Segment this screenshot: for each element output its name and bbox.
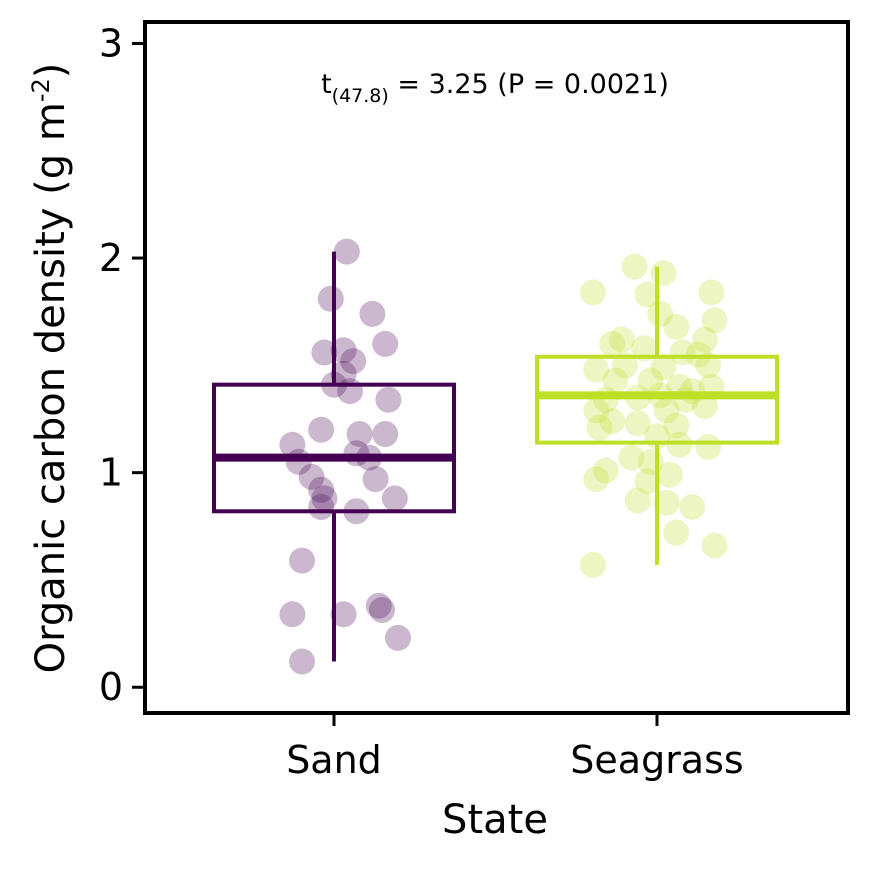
sand-data-point <box>365 592 392 619</box>
sand-data-point <box>337 378 363 405</box>
seagrass-data-point <box>637 367 664 394</box>
sand-boxplot <box>212 251 456 662</box>
data-points <box>279 238 728 675</box>
seagrass-data-point <box>666 431 693 458</box>
seagrass-data-point <box>634 468 661 495</box>
seagrass-data-point <box>634 281 661 308</box>
seagrass-data-point <box>663 519 690 546</box>
sand-data-point <box>369 597 395 623</box>
seagrass-data-point <box>583 466 610 493</box>
stat-degrees-of-freedom: (47.8) <box>332 85 389 107</box>
y-axis-title-superscript: -2 <box>27 78 55 102</box>
sand-data-point <box>359 300 386 327</box>
seagrass-data-point <box>592 457 619 484</box>
sand-data-point <box>317 285 344 312</box>
y-tick-label: 3 <box>99 21 123 65</box>
seagrass-data-point <box>599 330 626 357</box>
seagrass-data-point <box>624 487 651 514</box>
sand-data-point <box>279 431 306 458</box>
seagrass-data-point <box>580 279 606 306</box>
sand-data-point <box>289 547 315 574</box>
seagrass-data-point <box>698 279 725 306</box>
sand-data-point <box>372 330 399 357</box>
sand-data-point <box>330 337 357 364</box>
y-tick-label: 0 <box>99 665 123 709</box>
seagrass-data-point <box>679 494 706 520</box>
seagrass-data-point <box>583 397 610 424</box>
sand-data-point <box>308 416 335 443</box>
x-tick-label: Sand <box>286 738 382 782</box>
sand-data-point <box>330 360 357 387</box>
seagrass-data-point <box>663 313 690 340</box>
sand-data-point <box>308 476 335 503</box>
sand-data-point <box>381 485 408 512</box>
seagrass-data-point <box>692 326 718 353</box>
seagrass-data-point <box>663 412 690 439</box>
y-axis-title-main: Organic carbon density (g m <box>28 102 74 673</box>
sand-data-point <box>298 463 325 490</box>
sand-data-point <box>340 348 367 375</box>
seagrass-data-point <box>701 307 728 334</box>
seagrass-data-point <box>695 433 722 460</box>
sand-data-point <box>362 466 389 493</box>
seagrass-data-point <box>650 354 677 381</box>
y-tick-label: 1 <box>99 451 123 495</box>
seagrass-data-point <box>580 551 606 578</box>
seagrass-boxplot <box>535 266 779 565</box>
seagrass-data-point <box>695 352 722 379</box>
x-axis: Sand Seagrass <box>286 713 744 782</box>
seagrass-data-point <box>621 253 648 280</box>
seagrass-data-point <box>656 461 683 488</box>
stat-test-result: = 3.25 (P = 0.0021) <box>389 69 669 100</box>
sand-data-point <box>330 601 357 628</box>
y-axis-title-close: ) <box>28 63 74 79</box>
seagrass-data-point <box>653 489 680 516</box>
sand-data-point <box>372 421 399 447</box>
seagrass-data-point <box>685 341 712 368</box>
x-axis-title: State <box>442 797 548 843</box>
sand-data-point <box>279 601 306 628</box>
sand-data-point <box>333 238 360 265</box>
seagrass-data-point <box>608 326 635 353</box>
stat-t-symbol: t <box>321 69 332 100</box>
sand-data-point <box>311 485 338 512</box>
seagrass-data-point <box>618 444 645 471</box>
sand-data-point <box>385 624 411 651</box>
seagrass-data-point <box>612 352 638 379</box>
sand-box <box>212 382 456 514</box>
seagrass-data-point <box>701 532 728 559</box>
seagrass-data-point <box>631 335 658 362</box>
plot-panel-border <box>143 20 850 715</box>
seagrass-data-point <box>692 393 718 420</box>
seagrass-data-point <box>586 414 613 441</box>
seagrass-data-point <box>650 260 677 287</box>
seagrass-box <box>535 354 779 445</box>
seagrass-data-point <box>583 356 610 383</box>
seagrass-data-point <box>647 300 674 327</box>
sand-data-point <box>375 386 402 413</box>
seagrass-data-point <box>599 408 626 435</box>
seagrass-data-point <box>653 397 680 424</box>
sand-data-point <box>289 648 315 675</box>
y-tick-label: 2 <box>99 236 123 280</box>
seagrass-data-point <box>624 410 651 437</box>
stat-annotation: t(47.8) = 3.25 (P = 0.0021) <box>321 69 669 107</box>
boxplots <box>212 251 779 662</box>
seagrass-data-point <box>602 367 629 394</box>
y-axis-title: Organic carbon density (g m-2) <box>27 63 74 674</box>
seagrass-data-point <box>669 339 696 366</box>
y-axis: 0 1 2 3 <box>99 21 145 709</box>
sand-data-point <box>346 421 373 447</box>
sand-data-point <box>308 494 335 520</box>
x-tick-label: Seagrass <box>570 738 743 782</box>
sand-data-point <box>311 339 338 366</box>
